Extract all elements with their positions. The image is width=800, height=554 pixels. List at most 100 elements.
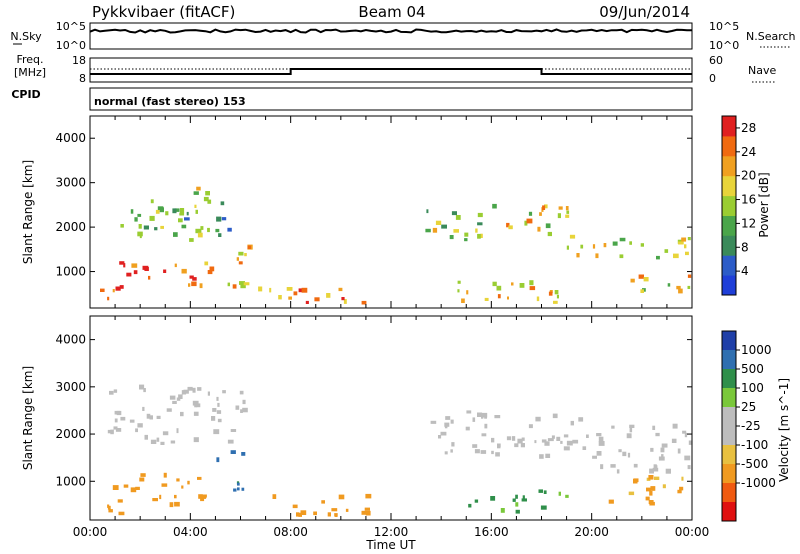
nave-tick-top: 60	[709, 54, 723, 67]
data-cell	[687, 465, 691, 470]
data-cell	[688, 440, 692, 445]
data-cell	[521, 498, 527, 502]
data-cell	[193, 437, 199, 443]
data-cell	[242, 407, 248, 413]
data-cell	[217, 402, 220, 407]
data-cell	[661, 443, 668, 448]
data-cell	[155, 209, 160, 214]
data-cell	[646, 487, 651, 492]
velocity-colorbar-swatches	[722, 331, 736, 522]
data-cell	[152, 498, 158, 502]
data-cell	[181, 390, 187, 395]
data-cell	[551, 435, 555, 439]
data-cell	[492, 203, 497, 209]
data-cell	[207, 391, 210, 396]
y-tick-label: 2000	[55, 427, 86, 441]
data-cell	[444, 451, 448, 455]
data-cell	[548, 291, 553, 296]
colorbar-tick-label: 500	[741, 362, 764, 376]
data-cell	[146, 413, 151, 419]
y-tick-label: 4000	[55, 333, 86, 347]
data-cell	[552, 413, 558, 419]
data-cell	[184, 217, 190, 221]
data-cell	[205, 191, 210, 196]
data-cell	[176, 397, 181, 401]
data-cell	[159, 207, 164, 213]
data-cell	[115, 286, 121, 291]
data-cell	[687, 285, 691, 289]
data-cell	[292, 504, 298, 509]
data-cell	[163, 472, 167, 478]
data-cell	[188, 283, 191, 287]
data-cell	[611, 425, 615, 429]
data-cell	[227, 439, 234, 444]
data-cell	[130, 487, 137, 493]
colorbar-swatch	[722, 407, 736, 427]
data-cell	[515, 494, 518, 499]
data-cell	[506, 436, 512, 441]
data-cell	[343, 299, 347, 304]
data-cell	[495, 452, 500, 457]
data-cell	[170, 440, 176, 444]
data-cell	[626, 433, 632, 439]
data-cell	[655, 432, 660, 437]
nave-tick-bottom: 0	[709, 72, 716, 85]
data-cell	[528, 211, 533, 216]
data-cell	[481, 433, 487, 437]
data-cell	[687, 237, 691, 241]
data-cell	[211, 416, 216, 421]
data-cell	[528, 424, 533, 429]
data-cell	[457, 289, 460, 293]
data-cell	[123, 484, 129, 488]
data-cell	[438, 435, 442, 439]
data-cell	[455, 215, 461, 220]
data-cell	[494, 415, 501, 419]
colorbar-swatch	[722, 235, 736, 256]
data-cell	[326, 293, 331, 298]
data-cell	[197, 232, 203, 238]
nsearch-label: N.Search	[746, 30, 796, 43]
data-cell	[506, 222, 510, 228]
data-cell	[269, 287, 272, 293]
data-cell	[517, 438, 523, 444]
data-cell	[560, 440, 563, 444]
data-cell	[361, 300, 367, 305]
data-cell	[468, 503, 472, 508]
data-cell	[138, 224, 142, 229]
data-cell	[305, 300, 309, 304]
data-cell	[241, 452, 246, 456]
data-cell	[189, 275, 194, 279]
data-cell	[512, 436, 516, 441]
data-cell	[678, 241, 684, 245]
data-cell	[137, 213, 142, 217]
data-cell	[677, 489, 682, 494]
data-cell	[430, 420, 437, 424]
data-cell	[227, 227, 232, 232]
data-cell	[572, 439, 579, 444]
data-cell	[232, 284, 237, 289]
data-cell	[618, 449, 622, 453]
data-cell	[238, 261, 243, 265]
data-cell	[507, 296, 509, 300]
y-tick-label: 1000	[55, 265, 86, 279]
colorbar-swatch	[722, 388, 736, 408]
data-cell	[477, 233, 481, 239]
data-cell	[230, 429, 237, 432]
data-cell	[144, 434, 148, 440]
data-cell	[664, 249, 669, 253]
cpid-text: normal (fast stereo) 153	[94, 95, 246, 108]
data-cell	[108, 509, 113, 513]
colorbar-tick-label: 28	[741, 121, 756, 135]
data-cell	[449, 235, 454, 240]
data-cell	[220, 201, 225, 206]
data-cell	[119, 261, 125, 265]
colorbar-tick-label: 25	[741, 400, 756, 414]
colorbar-tick-label: -100	[741, 438, 768, 452]
data-cell	[464, 232, 469, 237]
data-cell	[477, 212, 483, 218]
data-cell	[238, 251, 244, 256]
data-cell	[671, 438, 677, 443]
data-cell	[662, 484, 666, 489]
data-cell	[187, 480, 190, 485]
data-cell	[649, 490, 653, 496]
